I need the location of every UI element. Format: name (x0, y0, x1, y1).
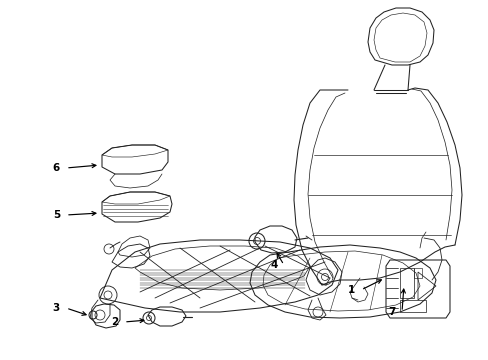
Text: 3: 3 (53, 303, 60, 313)
Bar (399, 268, 413, 298)
Bar (399, 300, 425, 312)
Text: 7: 7 (388, 307, 395, 317)
Bar (413, 268, 421, 278)
Text: 4: 4 (270, 260, 278, 270)
Text: 1: 1 (347, 285, 354, 295)
Text: 6: 6 (53, 163, 60, 173)
Text: 2: 2 (110, 317, 118, 327)
Text: 5: 5 (53, 210, 60, 220)
